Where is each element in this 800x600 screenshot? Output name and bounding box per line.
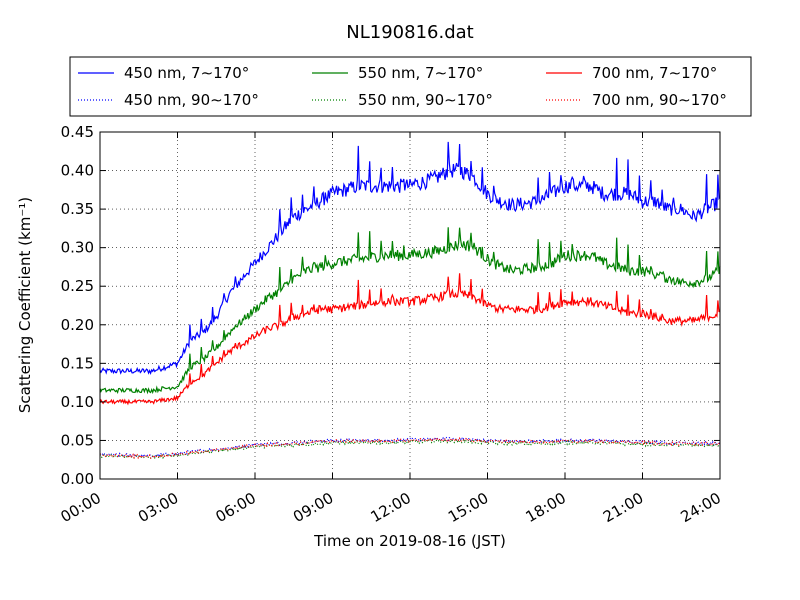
y-tick-label: 0.10 <box>61 393 94 411</box>
y-tick-label: 0.40 <box>61 162 94 180</box>
x-tick-label: 24:00 <box>678 489 724 526</box>
y-tick-label: 0.05 <box>61 431 94 449</box>
x-tick-label: 09:00 <box>290 489 336 526</box>
legend-label: 700 nm, 7∼170° <box>592 64 717 82</box>
legend: 450 nm, 7∼170° 450 nm, 90∼170° 550 nm, 7∼1… <box>69 56 752 117</box>
x-tick-label: 21:00 <box>600 489 646 526</box>
y-tick-label: 0.45 <box>61 123 94 141</box>
x-tick-label: 12:00 <box>368 489 414 526</box>
y-tick-label: 0.20 <box>61 316 94 334</box>
legend-label: 550 nm, 90∼170° <box>358 91 493 109</box>
y-tick-label: 0.00 <box>61 470 94 488</box>
chart-title: NL190816.dat <box>346 22 473 43</box>
legend-label: 550 nm, 7∼170° <box>358 64 483 82</box>
legend-label: 450 nm, 7∼170° <box>124 64 249 82</box>
legend-label: 450 nm, 90∼170° <box>124 91 259 109</box>
series-layer <box>99 141 721 460</box>
y-tick-label: 0.35 <box>61 200 94 218</box>
y-tick-label: 0.30 <box>61 239 94 257</box>
x-tick-label: 15:00 <box>445 489 491 526</box>
series-line <box>99 438 721 460</box>
y-axis-label: Scattering Coefficient (km⁻¹) <box>16 197 34 413</box>
x-tick-label: 18:00 <box>523 489 569 526</box>
series-line <box>99 435 721 459</box>
series-line <box>99 273 721 406</box>
legend-label: 700 nm, 90∼170° <box>592 91 727 109</box>
x-tick-label: 06:00 <box>213 489 259 526</box>
series-line <box>99 141 721 375</box>
x-axis-label: Time on 2019-08-16 (JST) <box>313 532 506 550</box>
series-line <box>99 227 721 395</box>
y-tick-label: 0.25 <box>61 277 94 295</box>
y-tick-label: 0.15 <box>61 354 94 372</box>
x-tick-label: 03:00 <box>135 489 181 526</box>
x-tick-label: 00:00 <box>58 489 104 526</box>
legend-box <box>69 56 752 117</box>
